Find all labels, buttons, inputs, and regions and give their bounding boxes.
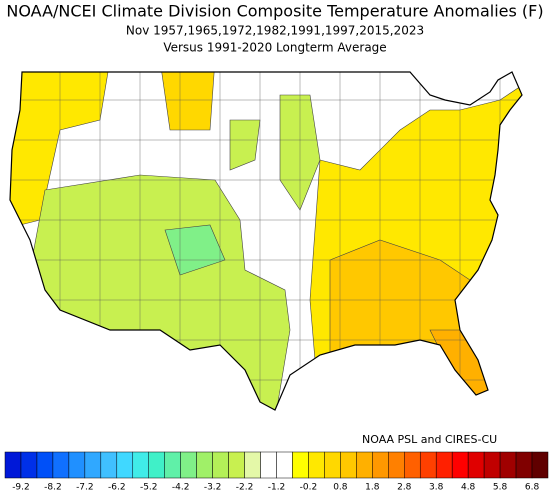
colorbar-box xyxy=(499,451,517,479)
colorbar-box xyxy=(388,451,405,479)
colorbar-box xyxy=(276,451,293,479)
colorbar-box xyxy=(260,451,277,479)
colorbar-label: -2.2 xyxy=(236,483,254,492)
colorbar-box xyxy=(372,451,389,479)
colorbar-box xyxy=(100,451,118,479)
colorbar-box xyxy=(419,451,437,479)
colorbar-box xyxy=(4,451,22,479)
colorbar-label: 3.8 xyxy=(429,483,444,492)
colorbar-box xyxy=(467,451,485,479)
colorbar-label: -7.2 xyxy=(76,483,94,492)
colorbar-label: 2.8 xyxy=(397,483,412,492)
colorbar-box xyxy=(483,451,501,479)
colorbar-label: -1.2 xyxy=(268,483,286,492)
colorbar-box xyxy=(132,451,149,479)
colorbar-box xyxy=(451,451,469,479)
colorbar-box xyxy=(180,451,197,479)
colorbar-box xyxy=(68,451,86,479)
colorbar-label: -6.2 xyxy=(108,483,126,492)
map xyxy=(10,72,522,410)
colorbar-label: 1.8 xyxy=(365,483,380,492)
colorbar-box xyxy=(515,451,533,479)
colorbar-label: -5.2 xyxy=(140,483,158,492)
title: NOAA/NCEI Climate Division Composite Tem… xyxy=(6,2,543,21)
subtitle: Nov 1957,1965,1972,1982,1991,1997,2015,2… xyxy=(126,24,424,38)
colorbar-box xyxy=(20,451,38,479)
colorbar-box xyxy=(308,451,325,479)
colorbar-box xyxy=(164,451,181,479)
colorbar-label: 6.8 xyxy=(525,483,540,492)
colorbar-box xyxy=(116,451,134,479)
colorbar-box xyxy=(84,451,102,479)
colorbar-label: 4.8 xyxy=(461,483,476,492)
subtitle: Versus 1991-2020 Longterm Average xyxy=(163,41,386,55)
colorbar-label: -3.2 xyxy=(204,483,222,492)
colorbar-label: 5.8 xyxy=(493,483,508,492)
colorbar-box xyxy=(404,451,421,479)
credit: NOAA PSL and CIRES-CU xyxy=(362,433,497,446)
colorbar-label: 0.8 xyxy=(333,483,348,492)
colorbar-box xyxy=(196,451,213,479)
colorbar-box xyxy=(52,451,70,479)
colorbar-box xyxy=(228,451,245,479)
colorbar-box xyxy=(340,451,357,479)
colorbar-box xyxy=(292,451,309,479)
colorbar-box xyxy=(36,451,54,479)
colorbar-box xyxy=(244,451,261,479)
colorbar: -9.2 -8.2 -7.2 -6.2 -5.2 -4.2 -3.2 -2.2 -1.2 -0.2… xyxy=(4,451,549,492)
colorbar-box xyxy=(435,451,453,479)
colorbar-box xyxy=(324,451,341,479)
colorbar-label: -0.2 xyxy=(300,483,318,492)
colorbar-box xyxy=(212,451,229,479)
colorbar-label: -4.2 xyxy=(172,483,190,492)
colorbar-box xyxy=(531,451,549,479)
colorbar-box xyxy=(148,451,165,479)
colorbar-label: -8.2 xyxy=(44,483,62,492)
colorbar-box xyxy=(356,451,373,479)
colorbar-label: -9.2 xyxy=(12,483,30,492)
